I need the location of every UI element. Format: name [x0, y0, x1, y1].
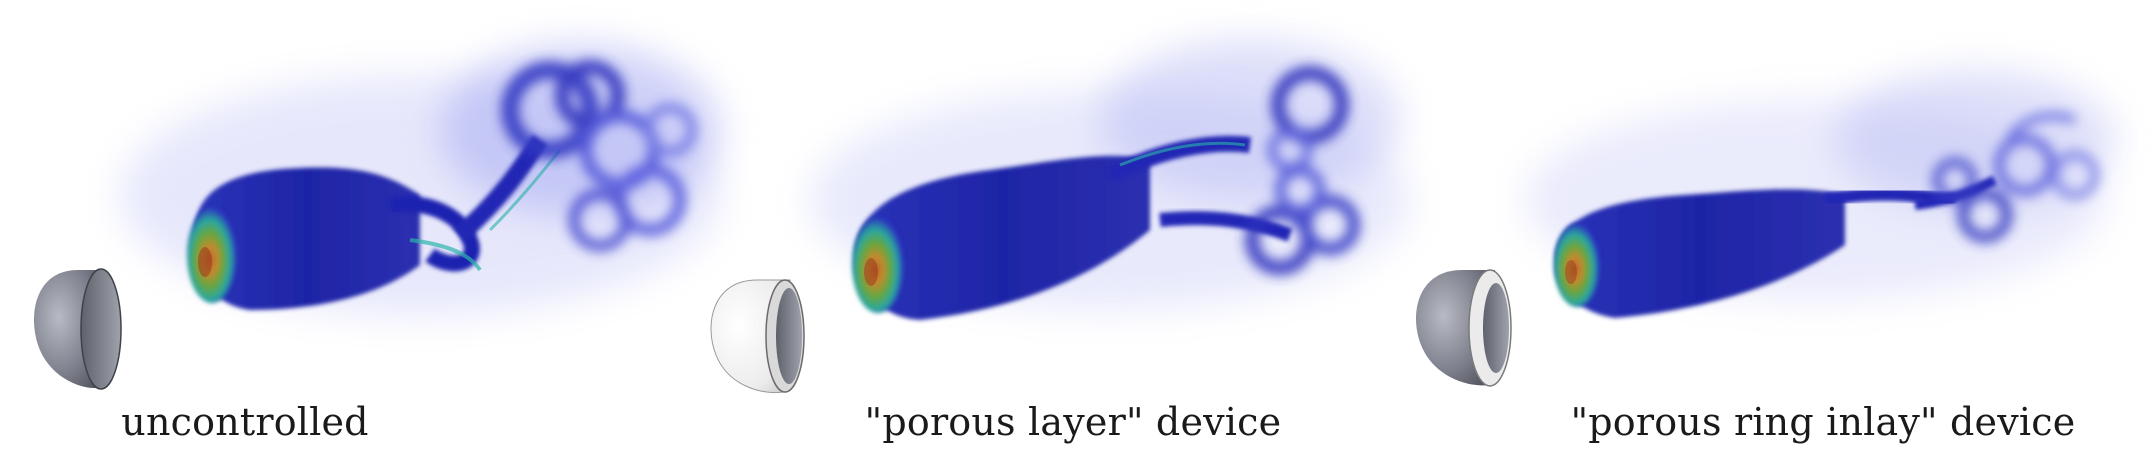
- porous-layer-hemisphere-icon: [710, 279, 805, 394]
- panel-uncontrolled: uncontrolled: [0, 0, 720, 454]
- panel-caption: "porous layer" device: [864, 400, 1282, 444]
- panel-porous-layer: "porous layer" device: [690, 0, 1410, 454]
- porous-ring-inlay-wake-visualization: [1415, 70, 2115, 387]
- porous-layer-wake-visualization: [710, 40, 1410, 394]
- uncontrolled-wake-visualization: [33, 45, 720, 390]
- panel-porous-ring-inlay: "porous ring inlay" device: [1395, 0, 2115, 454]
- panel-caption: uncontrolled: [121, 400, 369, 444]
- panel-caption: "porous ring inlay" device: [1570, 400, 2076, 444]
- porous-ring-inlay-hemisphere-icon: [1415, 269, 1512, 387]
- hemisphere-icon: [33, 268, 122, 390]
